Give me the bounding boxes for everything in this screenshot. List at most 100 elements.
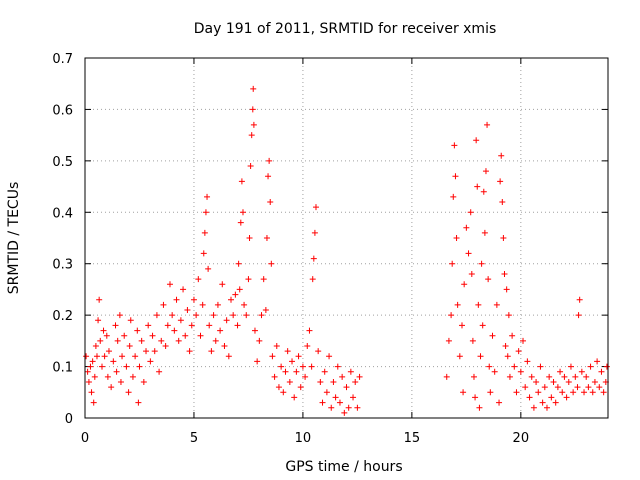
data-point [449, 260, 456, 267]
data-point [103, 332, 110, 339]
data-point [522, 384, 529, 391]
data-point [89, 358, 96, 365]
data-point [225, 353, 232, 360]
data-point [282, 368, 289, 375]
data-point [474, 183, 481, 190]
data-point [310, 255, 317, 262]
data-point [250, 121, 257, 128]
x-axis-tick-labels: 0 5 10 15 20 [81, 431, 529, 446]
data-point [132, 353, 139, 360]
data-point [125, 389, 132, 396]
data-point [576, 296, 583, 303]
data-point [326, 353, 333, 360]
data-point [250, 85, 257, 92]
x-axis-label: GPS time / hours [285, 459, 402, 475]
data-point [286, 379, 293, 385]
data-point [472, 394, 479, 401]
data-point [249, 106, 256, 113]
data-point [583, 373, 590, 380]
data-point [145, 322, 152, 329]
data-point [177, 317, 184, 324]
data-point [92, 343, 99, 349]
data-point [500, 235, 507, 241]
data-point [206, 322, 213, 329]
data-point [506, 373, 513, 380]
data-point [491, 368, 498, 375]
data-point [113, 368, 120, 375]
data-point [336, 399, 343, 406]
data-point [186, 348, 193, 355]
data-point [552, 399, 559, 406]
data-point [126, 343, 133, 349]
chart-title: Day 191 of 2011, SRMTID for receiver xmi… [194, 21, 497, 37]
x-tick-label: 15 [404, 431, 421, 446]
data-point [328, 404, 335, 411]
data-point [563, 394, 570, 401]
data-point [475, 301, 482, 308]
data-point [228, 296, 235, 303]
data-point [149, 332, 156, 339]
data-point [308, 363, 315, 370]
data-point [164, 322, 171, 329]
data-point [263, 235, 270, 241]
data-point [499, 199, 506, 205]
data-point [271, 373, 278, 380]
y-tick-label: 0.6 [52, 103, 73, 118]
data-point [502, 343, 509, 349]
data-point [108, 384, 115, 391]
data-point [268, 260, 275, 267]
data-point [501, 271, 508, 277]
data-point [151, 348, 158, 355]
data-point [258, 312, 265, 319]
data-point [295, 353, 302, 360]
data-point [341, 409, 348, 416]
x-tick-label: 5 [190, 431, 198, 446]
data-point [96, 296, 103, 303]
data-point [119, 353, 126, 360]
data-point [330, 379, 337, 385]
data-point [245, 276, 252, 283]
data-point [452, 173, 459, 180]
data-point [180, 286, 187, 293]
data-point [217, 327, 224, 334]
data-point [190, 296, 197, 303]
data-point [306, 327, 313, 334]
data-point [468, 271, 475, 277]
data-point [256, 337, 263, 344]
data-point [453, 235, 460, 241]
data-point [246, 235, 253, 241]
data-point [193, 312, 200, 319]
data-point [505, 312, 512, 319]
data-point [465, 250, 472, 257]
data-point [284, 348, 291, 355]
data-point [112, 322, 119, 329]
data-point [456, 353, 463, 360]
data-point [352, 379, 359, 385]
data-point [138, 337, 145, 344]
data-point [87, 363, 94, 370]
data-point [135, 399, 142, 406]
data-point [482, 168, 489, 175]
data-point [232, 291, 239, 298]
data-point [550, 379, 557, 385]
data-point [535, 389, 542, 396]
data-point [574, 384, 581, 391]
data-point [312, 204, 319, 211]
data-point [315, 348, 322, 355]
data-point [343, 384, 350, 391]
data-point [241, 301, 248, 308]
data-point [543, 404, 550, 411]
data-point [598, 368, 605, 375]
data-point [200, 250, 207, 257]
data-point [166, 281, 173, 288]
data-point [234, 322, 241, 329]
data-point [114, 337, 121, 344]
data-point [567, 363, 574, 370]
data-point [578, 368, 585, 375]
data-points [83, 85, 610, 416]
data-point [184, 307, 191, 313]
y-tick-label: 0 [65, 412, 73, 427]
data-point [291, 394, 298, 401]
grid-lines [85, 58, 608, 418]
data-point [278, 363, 285, 370]
